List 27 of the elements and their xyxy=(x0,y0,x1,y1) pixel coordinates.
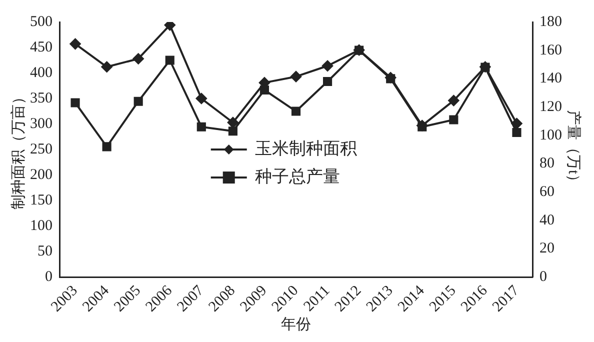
y-tick-label: 150 xyxy=(30,192,52,208)
y2-tick-label: 120 xyxy=(540,98,562,115)
y2-tick-label: 100 xyxy=(540,127,562,144)
y-tick-label: 300 xyxy=(30,116,52,132)
x-tick-label: 2011 xyxy=(301,282,334,315)
y-tick-label: 0 xyxy=(45,268,52,285)
y2-tick-label: 0 xyxy=(540,268,547,285)
y-tick-label: 100 xyxy=(30,218,52,234)
y2-tick-label: 80 xyxy=(540,156,554,172)
legend-label: 玉米制种面积 xyxy=(254,139,357,158)
y-tick-label: 450 xyxy=(30,39,52,56)
y2-tick-label: 180 xyxy=(540,14,562,30)
x-axis-title: 年份 xyxy=(281,316,311,333)
y-tick-label: 250 xyxy=(30,141,52,158)
y2-axis-title: 产量（万t） xyxy=(565,110,582,190)
y-axis-title: 制种面积（万亩） xyxy=(10,90,27,210)
y2-tick-label: 40 xyxy=(540,212,554,228)
y-tick-label: 350 xyxy=(30,90,52,106)
y2-tick-label: 140 xyxy=(540,70,562,87)
legend-label: 种子总产量 xyxy=(254,167,340,186)
y2-tick-label: 160 xyxy=(540,42,562,58)
y-tick-label: 200 xyxy=(30,166,52,183)
y-tick-label: 400 xyxy=(30,64,52,81)
y2-tick-label: 20 xyxy=(540,240,554,257)
y-tick-label: 50 xyxy=(38,243,52,260)
y-tick-label: 500 xyxy=(30,14,52,30)
y2-tick-label: 60 xyxy=(540,184,554,200)
